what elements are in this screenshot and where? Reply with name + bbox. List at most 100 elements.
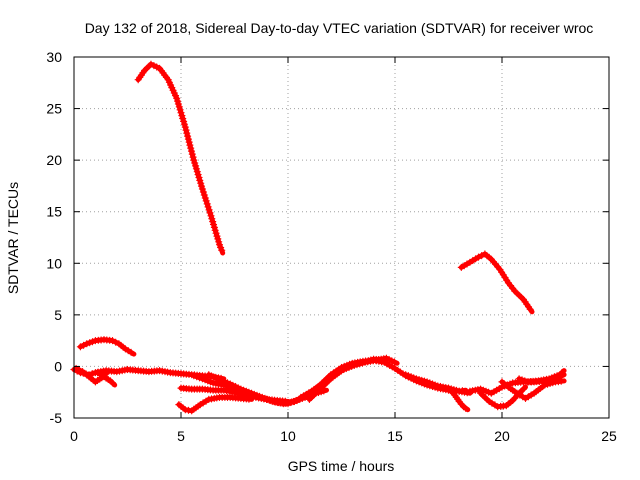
data-point: [165, 78, 173, 86]
data-point: [385, 355, 393, 364]
data-point: [201, 194, 209, 202]
data-point: [521, 377, 529, 385]
data-point: [218, 377, 226, 385]
data-point: [518, 376, 526, 384]
data-point: [420, 377, 428, 385]
chart-title: Day 132 of 2018, Sidereal Day-to-day VTE…: [85, 20, 594, 36]
data-point: [245, 388, 253, 396]
data-point: [181, 123, 189, 131]
grid: [74, 57, 609, 418]
y-tick-label: 25: [46, 101, 62, 117]
data-point: [431, 381, 439, 389]
y-tick-label: -5: [50, 410, 63, 426]
data-point: [415, 376, 423, 384]
data-point: [215, 241, 224, 249]
data-point: [176, 106, 184, 114]
y-tick-label: 20: [46, 152, 62, 168]
data-point: [153, 63, 161, 71]
data-point: [404, 372, 412, 380]
data-point: [189, 153, 197, 161]
data-point: [192, 162, 200, 170]
data-point: [203, 200, 211, 208]
data-point: [194, 171, 202, 179]
y-tick-label: 5: [54, 307, 62, 323]
data-point: [410, 374, 418, 382]
data-point: [205, 371, 213, 379]
data-point: [234, 384, 242, 392]
data-point: [519, 385, 527, 393]
data-point: [213, 374, 221, 383]
data-point: [179, 114, 187, 123]
data-point: [226, 380, 234, 388]
data-point: [169, 86, 177, 94]
y-tick-label: 30: [46, 49, 62, 65]
data-point: [206, 378, 214, 386]
data-point: [479, 386, 487, 394]
data-point: [214, 235, 222, 243]
data-point: [215, 238, 223, 246]
data-point: [211, 226, 219, 234]
x-tick-label: 15: [387, 428, 403, 444]
data-point: [526, 305, 534, 313]
x-tick-label: 25: [601, 428, 617, 444]
data-point: [174, 100, 182, 108]
data-point: [292, 396, 300, 405]
data-point: [208, 215, 216, 223]
data-point: [209, 220, 218, 229]
data-point: [223, 379, 232, 387]
data-point: [215, 376, 224, 384]
series-arc-14: [402, 371, 469, 395]
data-point: [557, 377, 565, 385]
plot-frame: [73, 56, 610, 419]
data-point: [108, 379, 117, 387]
data-point: [217, 243, 225, 252]
data-point: [548, 374, 556, 382]
data-point: [209, 218, 217, 226]
data-point: [207, 212, 215, 220]
data-point: [192, 165, 200, 173]
data-point: [426, 379, 434, 387]
axis-ticks: 0 5 10 15 20 25 -5 0 5 10 15 20 25 30: [46, 49, 617, 444]
data-point: [485, 388, 493, 396]
data-point: [207, 372, 216, 380]
data-point: [86, 339, 94, 347]
data-point: [187, 144, 195, 152]
data-point: [218, 246, 226, 254]
data-point: [549, 379, 557, 387]
data-point: [127, 348, 135, 356]
data-point: [362, 357, 370, 366]
data-point: [458, 387, 466, 395]
data-point: [205, 206, 213, 214]
y-tick-label: 10: [46, 255, 62, 271]
data-point: [185, 138, 193, 146]
data-point: [186, 141, 194, 149]
data-point: [199, 188, 207, 196]
data-point: [550, 373, 558, 381]
data-point: [237, 385, 245, 393]
data-point: [245, 395, 253, 403]
data-point: [266, 396, 274, 405]
data-point: [388, 357, 396, 365]
x-tick-label: 5: [177, 428, 185, 444]
data-point: [191, 159, 199, 167]
data-point: [229, 381, 237, 389]
data-point: [171, 92, 180, 100]
data-point: [193, 373, 201, 381]
data-point: [553, 372, 561, 380]
data-point: [284, 400, 292, 408]
data-point: [212, 229, 220, 237]
data-point: [541, 381, 549, 389]
data-point: [558, 369, 566, 377]
data-series: [70, 60, 567, 415]
data-point: [168, 84, 176, 92]
data-point: [546, 379, 554, 387]
series-arc-19: [515, 368, 567, 386]
data-point: [250, 390, 258, 398]
data-point: [197, 182, 206, 190]
data-point: [180, 117, 188, 125]
data-point: [202, 197, 210, 205]
data-point: [390, 358, 399, 366]
data-point: [452, 386, 461, 394]
data-point: [188, 150, 196, 158]
